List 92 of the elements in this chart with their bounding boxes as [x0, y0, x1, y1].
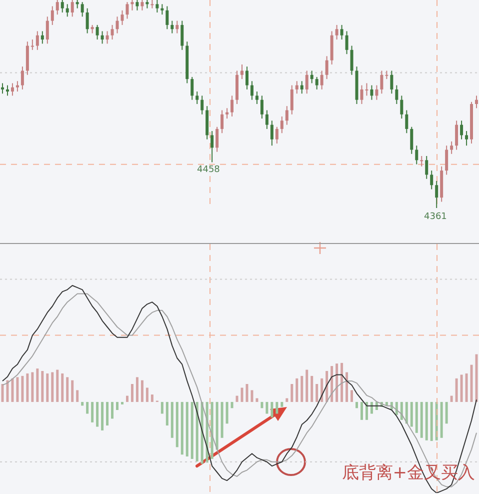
candlestick: [150, 0, 154, 8]
bar: [81, 402, 84, 406]
bar: [146, 388, 148, 402]
bar: [230, 402, 234, 408]
bar: [196, 402, 198, 462]
bar: [150, 394, 154, 402]
bar: [1, 384, 4, 402]
bar: [176, 402, 178, 448]
bar: [96, 402, 99, 427]
annotation: 4458: [197, 165, 220, 176]
bar: [260, 402, 264, 408]
bar: [41, 370, 44, 402]
bar: [31, 372, 34, 402]
bar: [130, 384, 134, 402]
bar: [316, 384, 318, 402]
bar: [46, 373, 49, 402]
bar: [286, 398, 288, 402]
bar: [266, 402, 268, 414]
bar: [296, 378, 298, 402]
text: 4361: [424, 212, 447, 223]
bar: [256, 398, 258, 402]
bar: [61, 373, 64, 402]
bar: [36, 368, 39, 402]
bar: [346, 372, 348, 402]
bar: [240, 388, 244, 402]
bar: [91, 402, 94, 422]
bar: [350, 390, 354, 402]
bar: [470, 364, 473, 402]
bar: [280, 402, 284, 407]
bar: [460, 374, 463, 402]
bar: [425, 402, 428, 440]
bar: [410, 402, 413, 427]
bar: [170, 402, 174, 438]
bar: [430, 402, 433, 441]
bar: [405, 402, 408, 424]
bar: [445, 402, 448, 424]
bar: [300, 376, 304, 402]
bar: [16, 377, 19, 402]
bar: [250, 390, 254, 402]
bar: [11, 378, 14, 402]
bar: [86, 402, 89, 414]
bar: [220, 402, 224, 438]
bar: [420, 402, 423, 438]
bar: [415, 402, 418, 433]
bar: [270, 402, 274, 418]
bar: [356, 402, 358, 408]
bar: [236, 396, 238, 402]
bar: [180, 402, 184, 455]
bar: [330, 366, 334, 402]
bar: [111, 402, 114, 419]
candlestick: [365, 83, 368, 96]
candlestick: [420, 156, 424, 166]
bar: [216, 402, 218, 450]
bar: [290, 384, 294, 402]
bar: [76, 390, 79, 402]
bar: [360, 402, 363, 420]
bar: [276, 402, 278, 414]
bar: [166, 402, 168, 426]
bar: [136, 377, 138, 402]
bar: [210, 402, 214, 459]
bar: [56, 370, 59, 402]
bar: [140, 380, 144, 402]
bar: [190, 402, 194, 459]
bar: [71, 380, 74, 402]
candlestick: [385, 70, 388, 80]
bar: [226, 402, 228, 424]
bar: [121, 402, 124, 404]
bar: [101, 402, 104, 430]
bar: [306, 370, 308, 402]
bar: [66, 377, 69, 402]
bar: [370, 402, 373, 414]
bar: [26, 373, 29, 402]
bar: [340, 362, 344, 402]
bar: [186, 402, 188, 456]
bar: [116, 402, 119, 410]
bar: [51, 372, 54, 402]
bar: [440, 402, 443, 438]
bar: [246, 384, 248, 402]
bar: [160, 402, 164, 414]
bar: [106, 402, 109, 426]
bar: [6, 380, 9, 402]
bar: [336, 364, 338, 402]
bar: [455, 378, 458, 402]
bar: [475, 354, 478, 402]
candlestick: [30, 40, 34, 50]
bar: [465, 373, 468, 402]
bar: [365, 402, 368, 420]
bar: [320, 378, 324, 402]
bar: [310, 376, 314, 402]
bar: [450, 396, 453, 402]
bar: [126, 396, 128, 402]
bar: [21, 376, 24, 402]
